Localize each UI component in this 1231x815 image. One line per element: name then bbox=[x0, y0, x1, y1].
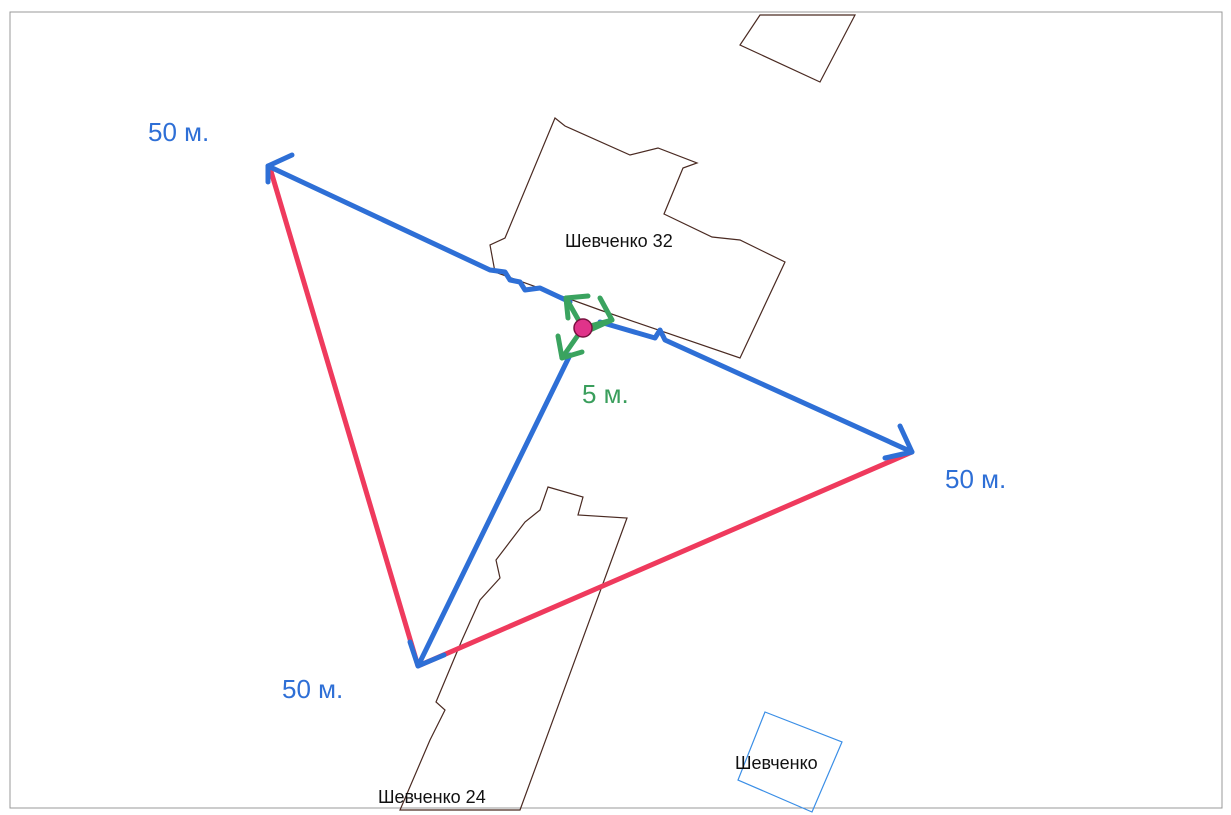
arrow-head bbox=[265, 152, 295, 185]
center-point bbox=[573, 318, 593, 338]
building bbox=[489, 117, 786, 359]
building bbox=[737, 711, 843, 813]
distance-label: 5 м. bbox=[582, 379, 629, 409]
distance-label: 50 м. bbox=[148, 117, 209, 147]
building bbox=[399, 486, 628, 811]
address-label: Шевченко 24 bbox=[378, 787, 486, 807]
building bbox=[739, 14, 856, 83]
distance-label: 50 м. bbox=[282, 674, 343, 704]
boundary-line bbox=[417, 449, 913, 669]
arrow-head bbox=[563, 293, 591, 321]
address-label: Шевченко 32 bbox=[565, 231, 673, 251]
distance-label: 50 м. bbox=[945, 464, 1006, 494]
arrow-head bbox=[587, 295, 615, 333]
distance-line bbox=[265, 163, 573, 305]
distance-line bbox=[415, 352, 573, 669]
arrow-head bbox=[882, 423, 915, 461]
arrow-head bbox=[555, 333, 585, 361]
distance-line bbox=[597, 319, 915, 455]
address-label: Шевченко bbox=[735, 753, 818, 773]
frame bbox=[9, 11, 1223, 809]
boundary-line bbox=[267, 167, 421, 667]
arrow-head bbox=[407, 639, 447, 669]
